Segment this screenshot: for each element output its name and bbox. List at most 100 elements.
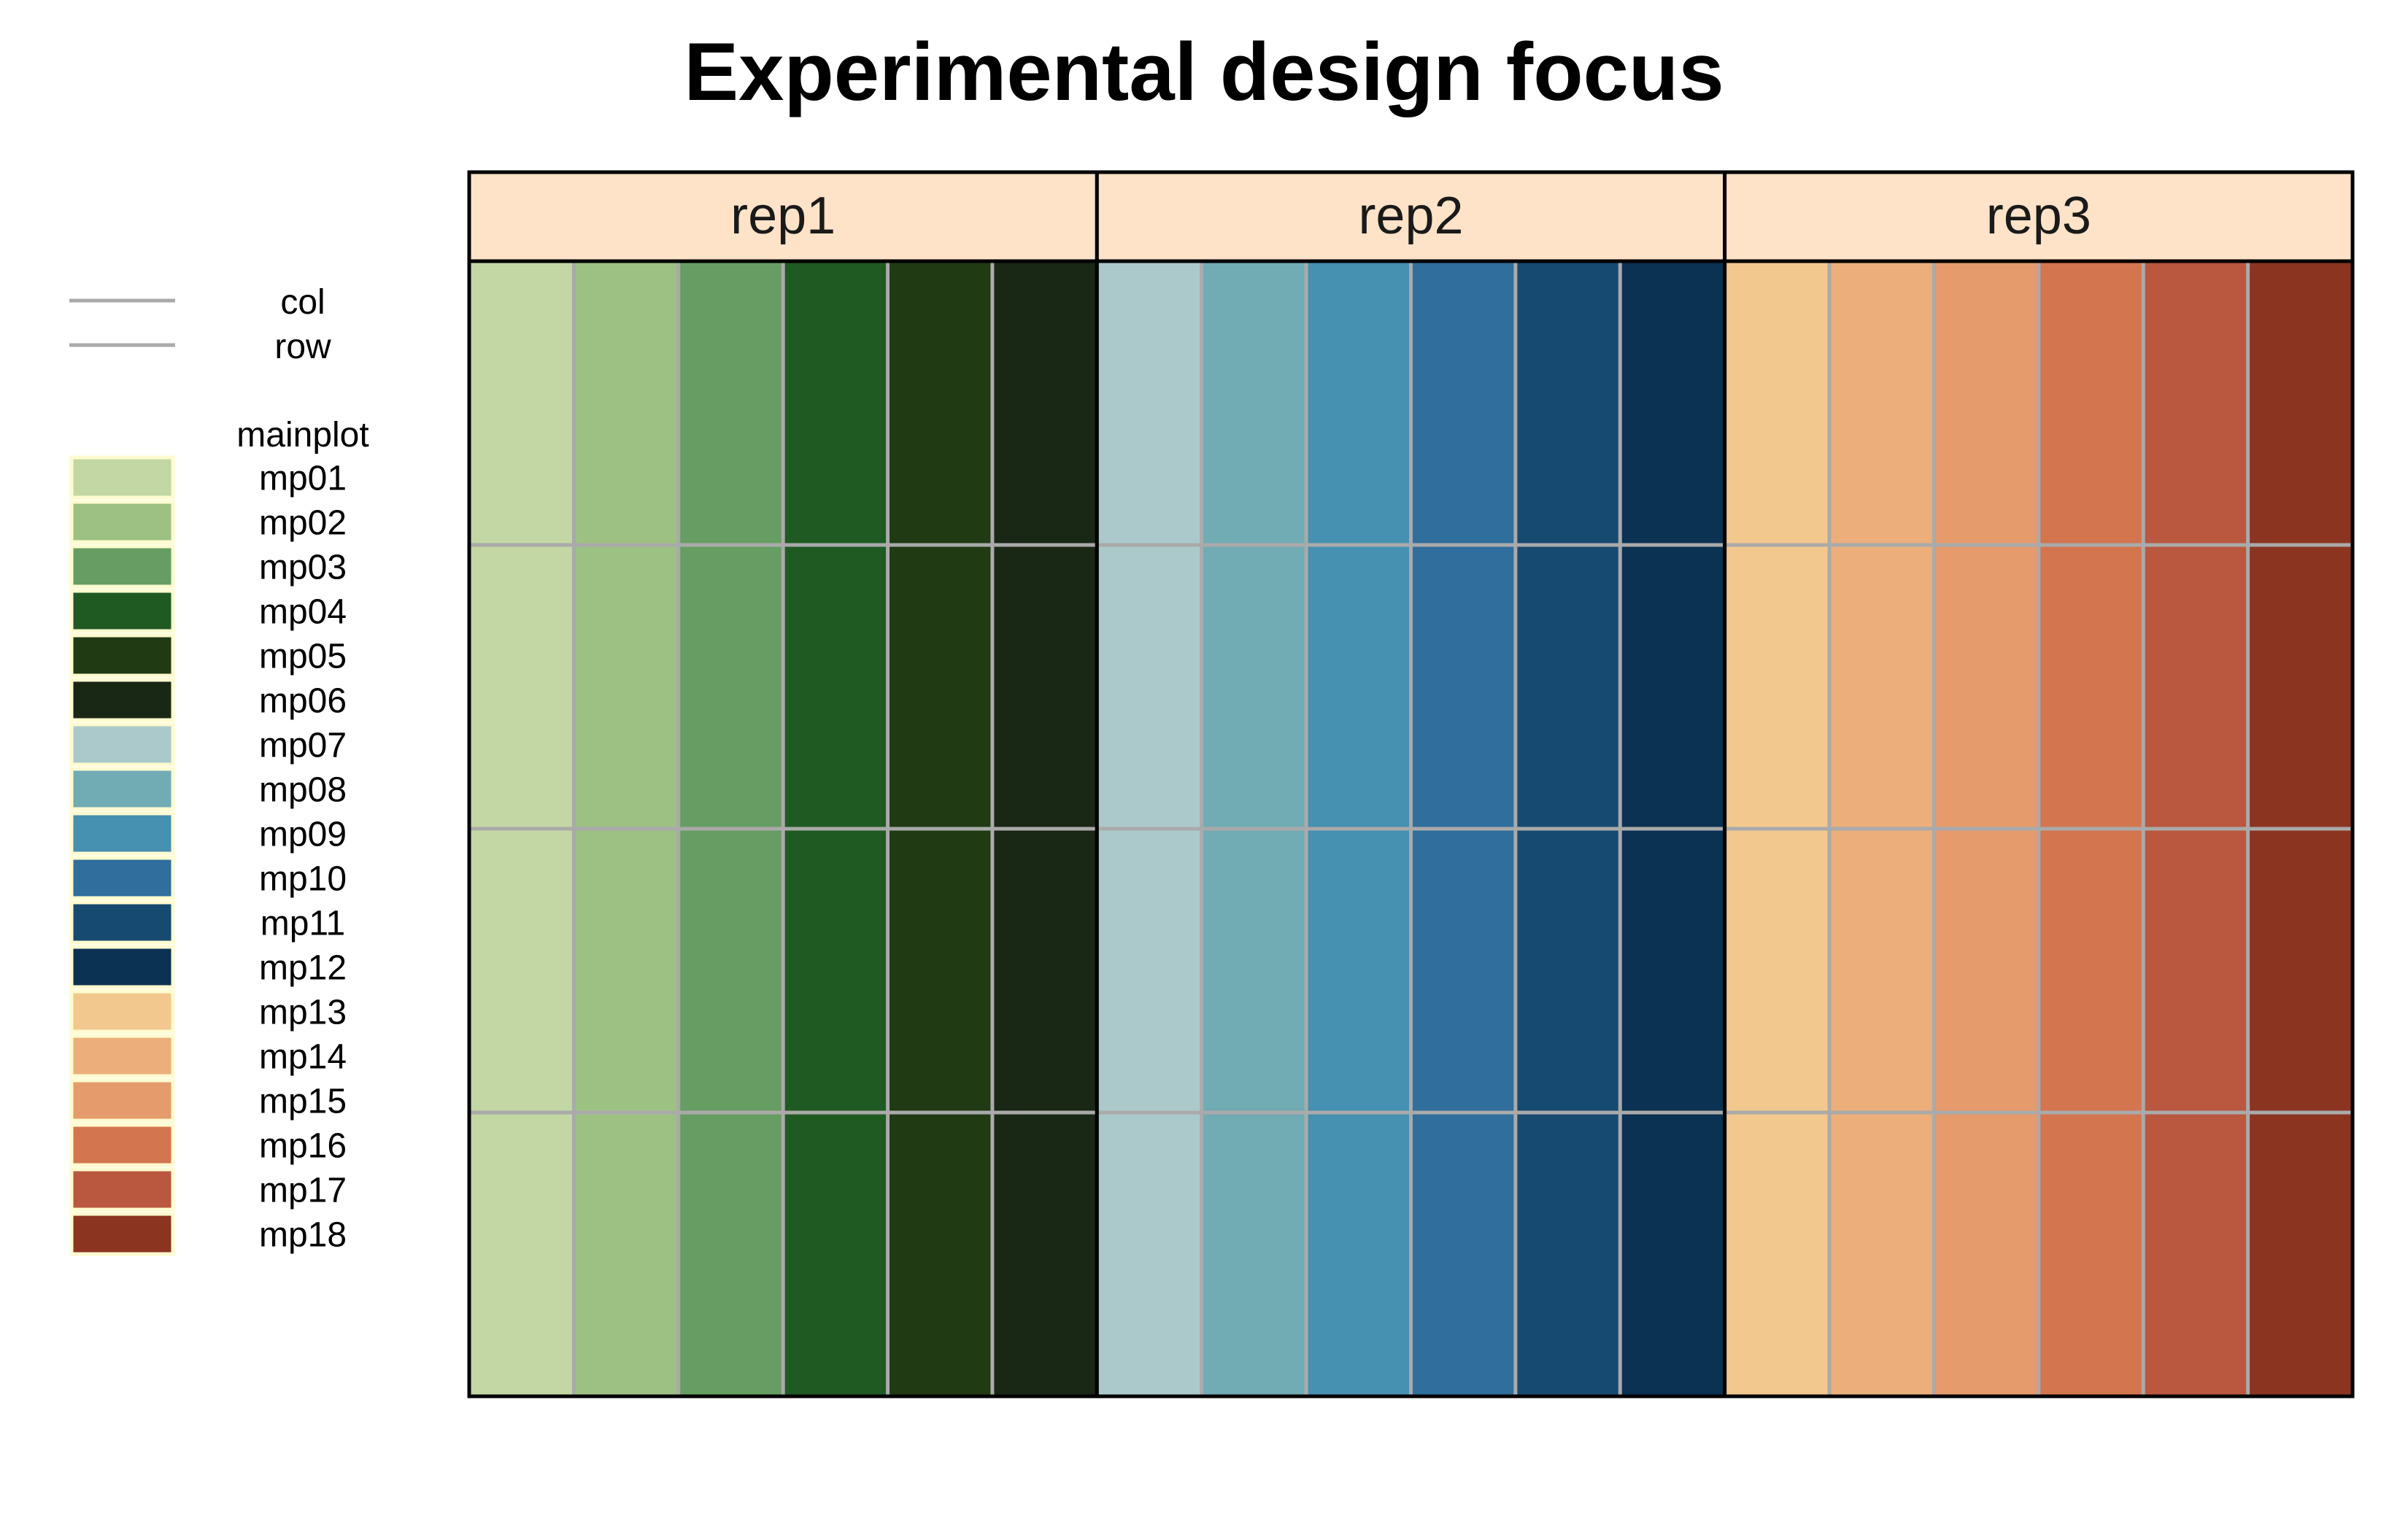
legend-label-mp16: mp16 — [259, 1127, 347, 1166]
cell-rep1-mp01-r1 — [469, 261, 574, 545]
cell-rep1-mp02-r1 — [574, 261, 679, 545]
cell-rep3-mp16-r2 — [2038, 545, 2144, 829]
legend-item-mp07: mp07 — [69, 722, 347, 767]
strip-label-rep1: rep1 — [730, 187, 836, 245]
cell-rep3-mp14-r4 — [1829, 1113, 1934, 1396]
legend-key-swatch — [69, 900, 175, 945]
cell-rep2-mp11-r2 — [1515, 545, 1621, 829]
cell-rep3-mp17-r1 — [2143, 261, 2248, 545]
cell-rep3-mp15-r1 — [1934, 261, 2039, 545]
panel-rep3-border — [1723, 259, 2355, 1398]
legend-item-mp04: mp04 — [69, 589, 347, 633]
cell-rep2-mp08-r2 — [1201, 545, 1307, 829]
cell-rep1-mp04-r2 — [783, 545, 888, 829]
legend-label-mp09: mp09 — [259, 816, 347, 854]
legend-key-swatch — [69, 1078, 175, 1123]
cell-rep1-mp06-r4 — [992, 1113, 1097, 1396]
cell-rep1-mp02-r3 — [574, 829, 679, 1113]
cell-rep1-mp04-r1 — [783, 261, 888, 545]
legend-item-mp11: mp11 — [69, 900, 345, 945]
cell-rep2-mp11-r4 — [1515, 1113, 1621, 1396]
cell-rep3-mp14-r2 — [1829, 545, 1934, 829]
cell-rep3-mp18-r4 — [2247, 1113, 2353, 1396]
cell-rep3-mp13-r2 — [1724, 545, 1830, 829]
cell-rep2-mp12-r4 — [1620, 1113, 1725, 1396]
cell-rep1-mp03-r3 — [678, 829, 784, 1113]
legend-key-swatch — [69, 1123, 175, 1167]
legend-item-mp02: mp02 — [69, 500, 347, 544]
legend-item-mp06: mp06 — [69, 678, 347, 722]
legend-layer: col row mainplot mp01 mp02 mp03 mp04 mp05 mp06 mp… — [69, 283, 369, 1256]
cell-rep1-mp06-r1 — [992, 261, 1097, 545]
legend-key-swatch — [69, 811, 175, 856]
legend-item-col: col — [69, 283, 325, 322]
cell-rep1-mp01-r4 — [469, 1113, 574, 1396]
legend-item-mp17: mp17 — [69, 1167, 347, 1212]
cell-rep2-mp08-r4 — [1201, 1113, 1307, 1396]
legend-label-mp18: mp18 — [259, 1216, 347, 1255]
legend-key-swatch — [69, 1212, 175, 1256]
legend-item-mp13: mp13 — [69, 989, 347, 1034]
legend-item-row: row — [69, 328, 331, 366]
panel-rep2: rep2 — [1095, 170, 1727, 1398]
legend-key-swatch — [69, 767, 175, 811]
strip-rep2-background — [1097, 172, 1725, 261]
legend-item-mp01: mp01 — [69, 455, 347, 500]
cell-rep2-mp08-r1 — [1201, 261, 1307, 545]
legend-key-swatch — [69, 589, 175, 633]
cell-rep1-mp05-r3 — [887, 829, 992, 1113]
cell-rep2-mp10-r3 — [1411, 829, 1516, 1113]
strip-rep1-background — [469, 172, 1097, 261]
legend-item-mp14: mp14 — [69, 1034, 347, 1078]
cell-rep3-mp18-r1 — [2247, 261, 2353, 545]
legend-label-mp06: mp06 — [259, 682, 347, 721]
legend-label-mp12: mp12 — [259, 949, 347, 988]
legend-label-mp05: mp05 — [259, 638, 347, 676]
legend-key-swatch — [69, 1167, 175, 1212]
legend-item-mp18: mp18 — [69, 1212, 347, 1256]
cell-rep1-mp03-r4 — [678, 1113, 784, 1396]
cell-rep2-mp07-r3 — [1097, 829, 1202, 1113]
panel-rep1: rep1 — [467, 170, 1099, 1398]
legend-key-swatch — [69, 678, 175, 722]
legend-label-mp15: mp15 — [259, 1083, 347, 1121]
cell-rep1-mp05-r2 — [887, 545, 992, 829]
legend-key-swatch — [69, 544, 175, 589]
legend-label-mp01: mp01 — [259, 460, 347, 498]
cell-rep2-mp09-r1 — [1306, 261, 1411, 545]
cell-rep3-mp18-r3 — [2247, 829, 2353, 1113]
legend-label-mp04: mp04 — [259, 593, 347, 632]
cell-rep2-mp08-r3 — [1201, 829, 1307, 1113]
cell-rep2-mp10-r2 — [1411, 545, 1516, 829]
cell-rep1-mp03-r1 — [678, 261, 784, 545]
cell-rep3-mp17-r4 — [2143, 1113, 2248, 1396]
cell-rep3-mp13-r1 — [1724, 261, 1830, 545]
cell-rep3-mp15-r2 — [1934, 545, 2039, 829]
legend-item-mp03: mp03 — [69, 544, 347, 589]
cell-rep1-mp06-r3 — [992, 829, 1097, 1113]
panel-rep3: rep3 — [1723, 170, 2355, 1398]
legend-label-mp17: mp17 — [259, 1172, 347, 1210]
legend-item-mp10: mp10 — [69, 856, 347, 900]
legend-key-swatch — [69, 455, 175, 500]
legend-label-mp13: mp13 — [259, 994, 347, 1032]
panels-layer: rep1 rep2 rep3 — [467, 170, 2355, 1398]
cell-rep1-mp05-r1 — [887, 261, 992, 545]
cell-rep3-mp13-r3 — [1724, 829, 1830, 1113]
chart-title: Experimental design focus — [684, 26, 1724, 117]
cell-rep1-mp03-r2 — [678, 545, 784, 829]
cell-rep3-mp16-r4 — [2038, 1113, 2144, 1396]
legend-item-mp16: mp16 — [69, 1123, 347, 1167]
cell-rep1-mp04-r4 — [783, 1113, 888, 1396]
cell-rep3-mp18-r2 — [2247, 545, 2353, 829]
cell-rep2-mp10-r4 — [1411, 1113, 1516, 1396]
cell-rep3-mp16-r1 — [2038, 261, 2144, 545]
cell-rep2-mp09-r2 — [1306, 545, 1411, 829]
cell-rep2-mp07-r2 — [1097, 545, 1202, 829]
strip-label-rep3: rep3 — [1986, 187, 2091, 245]
cell-rep3-mp17-r3 — [2143, 829, 2248, 1113]
cell-rep1-mp05-r4 — [887, 1113, 992, 1396]
legend-item-mp08: mp08 — [69, 767, 347, 811]
cell-rep2-mp12-r3 — [1620, 829, 1725, 1113]
cell-rep2-mp09-r4 — [1306, 1113, 1411, 1396]
